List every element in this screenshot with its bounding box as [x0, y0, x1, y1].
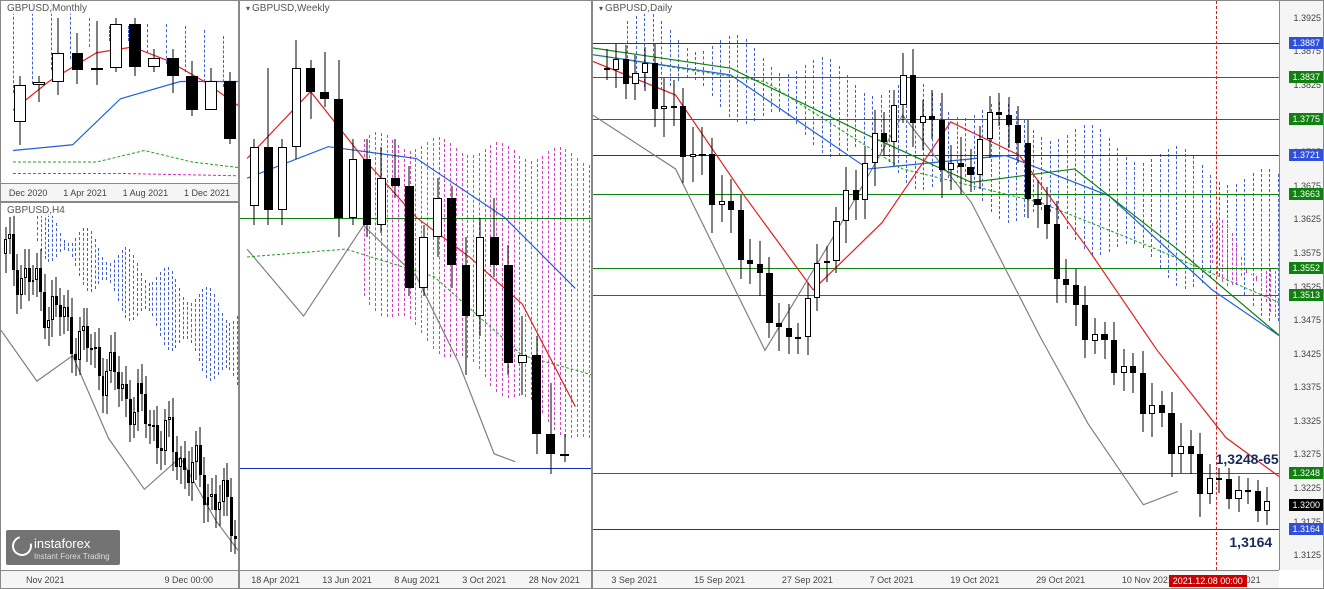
- x-tick-label: 8 Aug 2021: [394, 575, 440, 585]
- logo-subtitle: Instant Forex Trading: [34, 552, 110, 561]
- annotation-label: 1,3164: [1229, 534, 1272, 550]
- x-tick-label: 27 Sep 2021: [782, 575, 833, 585]
- price-tag: 1.3837: [1289, 71, 1323, 83]
- y-tick-label: 1.3475: [1293, 315, 1321, 325]
- x-tick-label: 18 Apr 2021: [251, 575, 300, 585]
- panel-title-weekly: ▾GBPUSD,Weekly: [244, 3, 332, 14]
- x-tick-label: 9 Dec 00:00: [164, 575, 213, 585]
- y-tick-label: 1.3625: [1293, 214, 1321, 224]
- panel-title-h4: GBPUSD,H4: [5, 205, 67, 216]
- x-tick-label: 1 Aug 2021: [123, 188, 169, 198]
- x-tick-label: 13 Jun 2021: [322, 575, 372, 585]
- x-tick-label: 19 Oct 2021: [950, 575, 999, 585]
- x-tick-label: 3 Sep 2021: [611, 575, 657, 585]
- price-tag: 1.3663: [1289, 188, 1323, 200]
- logo-title: instaforex: [34, 536, 90, 551]
- panel-title-daily: ▾GBPUSD,Daily: [597, 3, 674, 14]
- x-tick-label: 28 Nov 2021: [529, 575, 580, 585]
- date-tag: 2021.12.08 00:00: [1169, 575, 1247, 587]
- x-axis-monthly: Dec 2020 1 Apr 2021 1 Aug 2021 1 Dec 2021: [1, 183, 238, 201]
- y-tick-label: 1.3125: [1293, 550, 1321, 560]
- price-tag: 1.3552: [1289, 262, 1323, 274]
- x-tick-label: 15 Sep 2021: [694, 575, 745, 585]
- chevron-down-icon[interactable]: ▾: [599, 4, 603, 13]
- x-axis-h4: Nov 2021 9 Dec 00:00: [1, 570, 238, 588]
- y-tick-label: 1.3575: [1293, 248, 1321, 258]
- chart-weekly[interactable]: [240, 1, 591, 570]
- price-tag: 1.3775: [1289, 113, 1323, 125]
- x-tick-label: 10 Nov 2021: [1122, 575, 1173, 585]
- x-tick-label: Dec 2020: [9, 188, 48, 198]
- x-tick-label: 1 Apr 2021: [63, 188, 107, 198]
- x-tick-label: Nov 2021: [26, 575, 65, 585]
- y-tick-label: 1.3375: [1293, 382, 1321, 392]
- chart-h4[interactable]: [1, 203, 238, 570]
- price-tag-current: 1.3200: [1289, 499, 1323, 511]
- chart-daily[interactable]: 1,3248-65 1,3164: [593, 1, 1279, 570]
- chevron-down-icon[interactable]: ▾: [246, 4, 250, 13]
- panel-daily[interactable]: ▾GBPUSD,Daily 1,3248-65 1,3164 1.3125 1.31…: [592, 0, 1324, 589]
- price-tag: 1.3721: [1289, 149, 1323, 161]
- price-tag: 1.3513: [1289, 289, 1323, 301]
- chart-monthly[interactable]: [1, 1, 238, 183]
- y-tick-label: 1.3225: [1293, 483, 1321, 493]
- annotation-label: 1,3248-65: [1216, 451, 1279, 467]
- x-tick-label: 29 Oct 2021: [1036, 575, 1085, 585]
- panel-weekly[interactable]: ▾GBPUSD,Weekly 18 Apr 2021 13 Jun 2021 8 A…: [239, 0, 592, 589]
- price-tag: 1.3248: [1289, 467, 1323, 479]
- y-tick-label: 1.3275: [1293, 449, 1321, 459]
- x-tick-label: 7 Oct 2021: [870, 575, 914, 585]
- y-tick-label: 1.3325: [1293, 416, 1321, 426]
- panel-title-monthly: GBPUSD,Monthly: [5, 3, 89, 14]
- panel-monthly[interactable]: GBPUSD,Monthly Dec 2020 1 Apr 2021 1 Aug 2…: [0, 0, 239, 202]
- price-tag: 1.3164: [1289, 523, 1323, 535]
- x-tick-label: 3 Oct 2021: [462, 575, 506, 585]
- price-tag: 1.3887: [1289, 37, 1323, 49]
- x-tick-label: 1 Dec 2021: [184, 188, 230, 198]
- y-axis-daily: 1.31251.31751.32251.32751.33251.33751.34…: [1279, 1, 1323, 570]
- y-tick-label: 1.3425: [1293, 349, 1321, 359]
- x-axis-weekly: 18 Apr 2021 13 Jun 2021 8 Aug 2021 3 Oct 20…: [240, 570, 591, 588]
- instaforex-logo: instaforex Instant Forex Trading: [6, 530, 120, 565]
- x-axis-daily: 3 Sep 2021 15 Sep 2021 27 Sep 2021 7 Oct 20…: [593, 570, 1279, 588]
- y-tick-label: 1.3925: [1293, 13, 1321, 23]
